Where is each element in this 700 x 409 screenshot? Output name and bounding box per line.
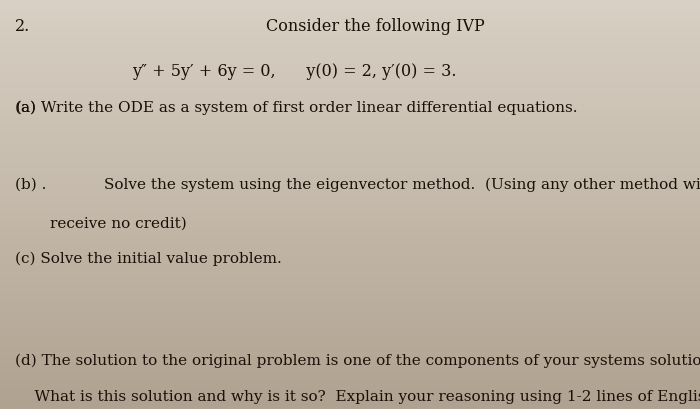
Text: Consider the following IVP: Consider the following IVP [266,18,484,36]
Text: receive no credit): receive no credit) [50,217,187,231]
Text: Solve the system using the eigenvector method.  (Using any other method will: Solve the system using the eigenvector m… [104,178,700,192]
Text: (a): (a) [15,100,36,114]
Text: y″ + 5y′ + 6y = 0,      y(0) = 2, y′(0) = 3.: y″ + 5y′ + 6y = 0, y(0) = 2, y′(0) = 3. [132,63,456,81]
Text: (d) The solution to the original problem is one of the components of your system: (d) The solution to the original problem… [15,354,700,368]
Text: (b) .: (b) . [15,178,47,192]
Text: What is this solution and why is it so?  Explain your reasoning using 1-2 lines : What is this solution and why is it so? … [15,390,700,404]
Text: 2.: 2. [15,18,31,36]
Text: (c) Solve the initial value problem.: (c) Solve the initial value problem. [15,252,282,266]
Text: (a) Write the ODE as a system of first order linear differential equations.: (a) Write the ODE as a system of first o… [15,100,578,115]
